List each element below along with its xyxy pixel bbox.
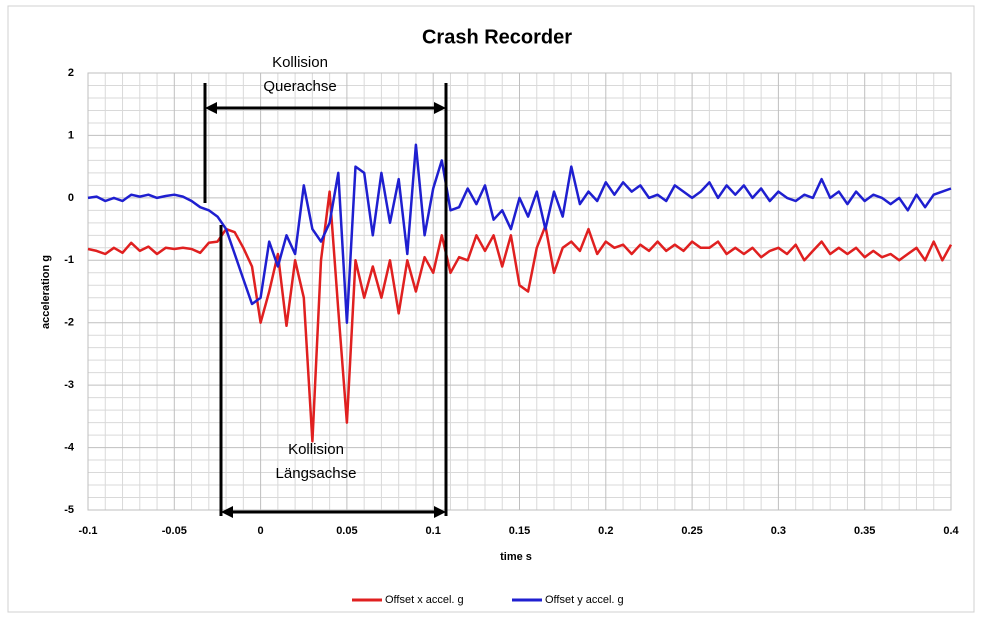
y-tick-label: 0 bbox=[68, 192, 74, 204]
y-tick-label: -4 bbox=[64, 441, 75, 453]
x-tick-label: 0.05 bbox=[336, 525, 357, 537]
arrow-head bbox=[434, 506, 446, 518]
x-tick-label: 0 bbox=[258, 525, 264, 537]
x-axis-label: time s bbox=[500, 551, 532, 563]
legend: Offset x accel. g Offset y accel. g bbox=[352, 594, 624, 606]
arrow-head bbox=[205, 102, 217, 114]
annotation-text: Längsachse bbox=[276, 465, 357, 482]
y-tick-label: 2 bbox=[68, 67, 74, 79]
y-tick-label: 1 bbox=[68, 129, 74, 141]
data-line bbox=[87, 190, 953, 443]
arrow-head bbox=[434, 102, 446, 114]
arrow-head bbox=[221, 506, 233, 518]
x-tick-label: 0.2 bbox=[598, 525, 613, 537]
y-tick-label: -1 bbox=[64, 254, 74, 266]
annotation-text: Kollision bbox=[288, 441, 344, 458]
x-tick-label: 0.3 bbox=[771, 525, 786, 537]
chart-frame bbox=[7, 5, 975, 613]
x-tick-label: 0.4 bbox=[943, 525, 959, 537]
legend-label: Offset x accel. g bbox=[385, 594, 464, 606]
x-tick-label: 0.25 bbox=[681, 525, 702, 537]
data-line bbox=[87, 143, 952, 324]
x-tick-label: 0.1 bbox=[426, 525, 441, 537]
annotation-laengsachse: Kollision Längsachse bbox=[219, 225, 446, 518]
x-tick-label: 0.15 bbox=[509, 525, 530, 537]
x-tick-label: 0.35 bbox=[854, 525, 875, 537]
x-tick-label: -0.05 bbox=[162, 525, 187, 537]
annotation-text: Kollision bbox=[272, 54, 328, 71]
annotation-text: Querachse bbox=[263, 78, 336, 95]
y-axis-label: acceleration g bbox=[40, 255, 52, 329]
x-tick-label: -0.1 bbox=[79, 525, 98, 537]
chart-title: Crash Recorder bbox=[422, 26, 572, 48]
y-tick-label: -2 bbox=[64, 317, 74, 329]
plot-border bbox=[87, 72, 952, 511]
legend-label: Offset y accel. g bbox=[545, 594, 624, 606]
annotation-querachse: Kollision Querachse bbox=[203, 54, 448, 516]
y-tick-label: -5 bbox=[64, 504, 74, 516]
plot-lines bbox=[87, 143, 953, 443]
y-tick-label: -3 bbox=[64, 379, 74, 391]
